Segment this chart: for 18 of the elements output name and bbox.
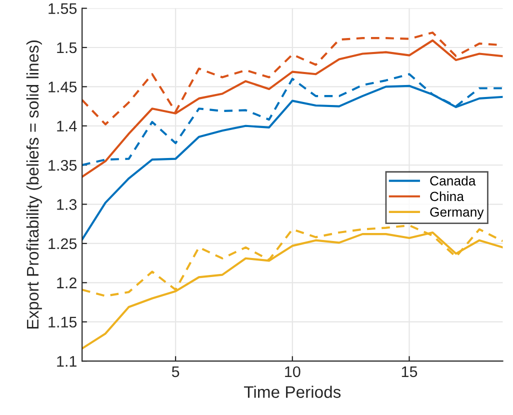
y-tick-label: 1.3 — [57, 199, 77, 210]
legend-label: Germany — [430, 207, 484, 220]
y-tick-label: 1.15 — [48, 316, 77, 328]
y-tick-label: 1.5 — [57, 42, 77, 54]
y-tick-label: 1.4 — [57, 120, 77, 132]
y-tick-label: 1.1 — [57, 356, 76, 367]
x-tick-label: 5 — [172, 366, 180, 378]
x-tick-label: 15 — [402, 366, 418, 378]
legend-label: China — [430, 191, 464, 202]
x-axis-title: Time Periods — [244, 386, 341, 398]
y-tick-label: 1.25 — [48, 238, 77, 250]
legend-label: Canada — [430, 176, 476, 186]
y-axis-title: Export Profitability (beliefs = solid lines) — [26, 40, 42, 328]
y-tick-label: 1.2 — [57, 278, 76, 288]
y-tick-label: 1.55 — [48, 3, 77, 14]
y-tick-label: 1.45 — [48, 82, 77, 92]
y-tick-label: 1.35 — [48, 160, 77, 171]
x-tick-label: 10 — [285, 366, 300, 378]
